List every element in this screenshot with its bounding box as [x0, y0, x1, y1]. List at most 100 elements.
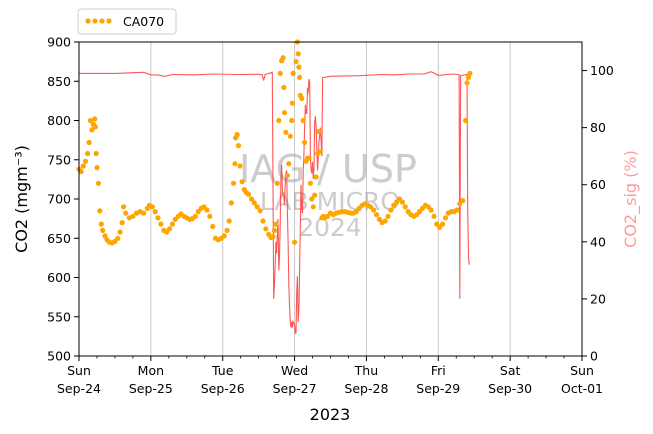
co2-point [280, 55, 286, 61]
co2-point [221, 233, 227, 239]
co2-point [289, 100, 295, 106]
co2-point [402, 204, 408, 210]
co2-point [158, 221, 164, 227]
co2-point [460, 198, 466, 204]
co2-point [300, 117, 306, 124]
x-tick-label-date: Sep-25 [129, 381, 173, 396]
co2-point [130, 213, 136, 219]
co2-point [307, 180, 313, 186]
x-tick-label-date: Sep-26 [201, 381, 245, 396]
y-axis-right-title: CO2_sig (%) [621, 150, 641, 248]
co2-point [306, 155, 312, 161]
co2-point [102, 233, 108, 239]
co2-point [274, 180, 280, 186]
co2-point [121, 204, 127, 210]
co2-point [317, 149, 323, 155]
x-axis-title: 2023 [310, 405, 351, 424]
y-axis-left: 500 550 600 650 700 750 800 850 900 [47, 35, 79, 364]
co2-point [284, 172, 290, 179]
co2-series [76, 39, 473, 246]
x-tick-label-date: Sep-24 [57, 381, 101, 396]
co2-sig-line [79, 71, 470, 334]
co2-point [224, 227, 230, 233]
x-tick-label-day: Thu [354, 363, 378, 378]
y-right-tick-label: 20 [590, 291, 606, 306]
co2-point [316, 128, 322, 135]
co2-point [82, 158, 89, 164]
x-tick-label-day: Wed [281, 363, 308, 378]
legend: CA070 [77, 8, 177, 35]
co2-point [98, 221, 104, 227]
y-left-tick-label: 900 [47, 35, 71, 50]
co2-point [283, 129, 289, 135]
co2-point [273, 221, 279, 227]
co2-point [149, 204, 155, 210]
co2-point [210, 223, 216, 230]
watermark-line-3: 2024 [298, 213, 362, 242]
co2-point [100, 227, 106, 233]
y-right-tick-label: 60 [590, 177, 606, 192]
x-tick-label-date: Sep-27 [273, 381, 317, 396]
legend-marker [85, 18, 112, 24]
co2-point [295, 51, 301, 57]
co2-point [85, 150, 91, 157]
co2-point [92, 116, 98, 122]
co2-point [382, 218, 388, 224]
co2-point [251, 200, 257, 206]
co2-point [297, 74, 303, 80]
co2-point [302, 139, 308, 146]
co2-point [237, 163, 243, 169]
co2-point [86, 139, 92, 146]
co2-point [385, 213, 391, 219]
co2-point [192, 213, 198, 219]
co2-point [428, 207, 434, 213]
x-axis: Sun Sep-24 Mon Sep-25 Tue Sep-26 Wed Sep-27 Thu S… [57, 356, 603, 396]
co2-point [440, 221, 446, 227]
co2-point [169, 221, 175, 227]
co2-point [94, 165, 100, 171]
y-left-tick-label: 800 [47, 113, 71, 128]
co2-point [117, 229, 123, 235]
co2-point [239, 179, 245, 185]
co2-point [257, 208, 263, 214]
y-right-tick-label: 100 [590, 63, 614, 78]
co2-point [464, 80, 470, 86]
co2-point [92, 124, 99, 130]
co2-point [226, 218, 232, 224]
co2-point [155, 215, 161, 221]
x-tick-label-day: Mon [138, 363, 164, 378]
co2-point [93, 150, 99, 157]
co2-point [313, 174, 319, 180]
legend-marker-dot [99, 18, 105, 24]
x-tick-label-day: Sun [570, 363, 594, 378]
co2-point [299, 95, 305, 102]
y-axis-right: 0 20 40 60 80 100 [582, 63, 614, 364]
y-left-tick-label: 600 [47, 270, 71, 285]
x-tick-label-date: Sep-29 [416, 381, 460, 396]
co2-point [467, 70, 473, 76]
co2-point [296, 64, 302, 70]
y-left-tick-label: 700 [47, 192, 71, 207]
co2-point [309, 196, 315, 202]
watermark: IAG / USP LAB MICRO 2024 [239, 147, 417, 242]
co2-point [235, 143, 242, 149]
co2-point [312, 192, 318, 198]
co2-point [80, 163, 86, 169]
co2-point [399, 199, 405, 205]
co2-point [292, 239, 298, 245]
co2-point [123, 210, 129, 216]
x-tick-label-date: Oct-01 [561, 381, 603, 396]
co2-point [152, 209, 158, 215]
y-axis-left-title: CO2 (mgm⁻³) [12, 145, 31, 253]
co2-point [293, 59, 299, 65]
co2-point [95, 180, 101, 186]
co2-point [281, 110, 288, 116]
y-left-tick-label: 550 [47, 309, 71, 324]
co2-point [442, 215, 449, 221]
co2-point [97, 208, 103, 214]
x-tick-label-date: Sep-30 [488, 381, 532, 396]
co2-sig-series [79, 71, 470, 334]
co2-point [271, 227, 278, 233]
co2-point [263, 226, 269, 232]
co2-point [310, 204, 316, 210]
